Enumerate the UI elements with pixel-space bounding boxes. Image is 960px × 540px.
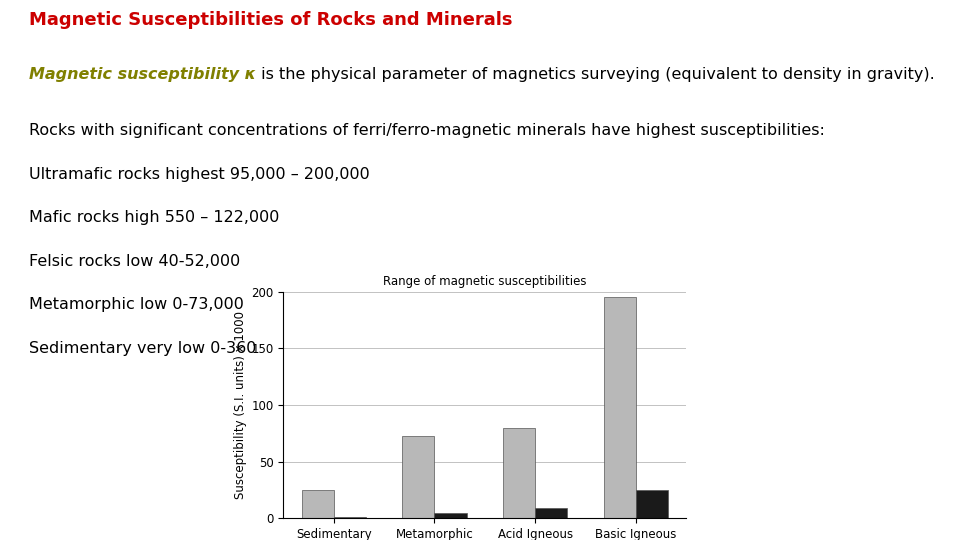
Bar: [435, 513, 467, 518]
Bar: [334, 517, 366, 518]
Bar: [402, 436, 435, 518]
Text: Metamorphic low 0-73,000: Metamorphic low 0-73,000: [29, 297, 244, 312]
Text: Rocks with significant concentrations of ferri/ferro-magnetic minerals have high: Rocks with significant concentrations of…: [29, 123, 825, 138]
Text: Magnetic susceptibility κ: Magnetic susceptibility κ: [29, 67, 255, 82]
Text: is the physical parameter of magnetics surveying (equivalent to density in gravi: is the physical parameter of magnetics s…: [255, 67, 934, 82]
Text: Magnetic Susceptibilities of Rocks and Minerals: Magnetic Susceptibilities of Rocks and M…: [29, 11, 513, 29]
Title: Range of magnetic susceptibilities: Range of magnetic susceptibilities: [383, 275, 587, 288]
Bar: [503, 428, 535, 518]
Y-axis label: Susceptibility (S.I. units) x 1000: Susceptibility (S.I. units) x 1000: [234, 311, 247, 499]
Text: Felsic rocks low 40-52,000: Felsic rocks low 40-52,000: [29, 254, 240, 269]
Bar: [604, 297, 636, 518]
Text: Mafic rocks high 550 – 122,000: Mafic rocks high 550 – 122,000: [29, 210, 279, 225]
Text: Sedimentary very low 0-360: Sedimentary very low 0-360: [29, 341, 256, 356]
Bar: [301, 490, 334, 518]
Bar: [535, 508, 567, 518]
Bar: [636, 490, 668, 518]
Text: Ultramafic rocks highest 95,000 – 200,000: Ultramafic rocks highest 95,000 – 200,00…: [29, 167, 370, 181]
